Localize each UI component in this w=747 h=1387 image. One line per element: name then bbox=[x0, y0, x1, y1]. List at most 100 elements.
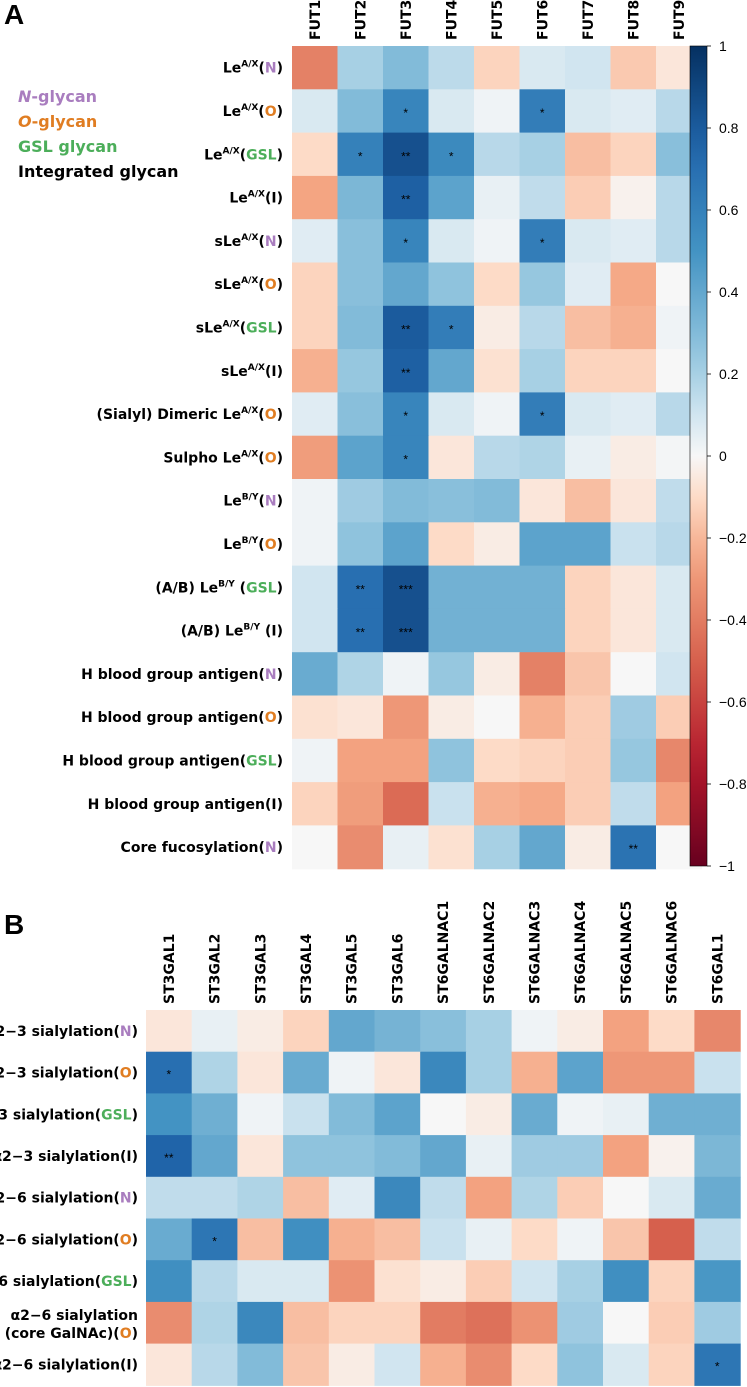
heatmap-cell bbox=[511, 1135, 558, 1178]
heatmap-cell bbox=[694, 1010, 741, 1053]
heatmap-cell bbox=[519, 46, 566, 90]
heatmap-cell bbox=[191, 1260, 238, 1303]
heatmap-cell bbox=[383, 565, 430, 610]
heatmap-cell bbox=[420, 1176, 467, 1220]
heatmap-cell bbox=[610, 738, 657, 783]
heatmap-cell bbox=[337, 262, 384, 307]
heatmap-cell bbox=[146, 1260, 193, 1303]
heatmap-cell bbox=[337, 132, 384, 177]
column-label: ST6GALNAC5 bbox=[619, 901, 635, 1004]
heatmap-cell bbox=[610, 132, 657, 177]
glycan-legend: N-glycan O-glycan GSL glycan Integrated … bbox=[18, 87, 179, 181]
heatmap-cell bbox=[694, 1218, 741, 1261]
heatmap-cell bbox=[603, 1343, 650, 1386]
heatmap-cell bbox=[511, 1051, 558, 1094]
heatmap-cell bbox=[337, 305, 384, 350]
heatmap-cell bbox=[648, 1051, 695, 1094]
heatmap-cell bbox=[292, 435, 339, 480]
heatmap-cell bbox=[511, 1176, 558, 1220]
heatmap-cell bbox=[610, 608, 657, 653]
heatmap-cell bbox=[557, 1051, 604, 1094]
heatmap-cell bbox=[328, 1260, 376, 1303]
heatmap-cell bbox=[474, 89, 521, 134]
heatmap-cell bbox=[374, 1260, 421, 1303]
panel-b-label: B bbox=[4, 909, 24, 940]
heatmap-cell bbox=[328, 1218, 376, 1261]
heatmap-cell bbox=[383, 132, 430, 177]
colorbar-tick-label: 0.4 bbox=[719, 284, 739, 300]
heatmap-cell bbox=[383, 89, 430, 134]
heatmap-cell bbox=[694, 1135, 741, 1178]
heatmap-cell bbox=[511, 1218, 558, 1261]
significance-mark: *** bbox=[399, 582, 413, 596]
heatmap-cell bbox=[565, 522, 612, 567]
row-label: LeB/Y(O) bbox=[223, 536, 283, 553]
heatmap-a: FUT1 FUT2 FUT3 FUT4 FUT5 FUT6 FUT7 FUT8 FUT9 LeA/… bbox=[62, 0, 703, 870]
column-label: ST3GAL4 bbox=[299, 933, 315, 1004]
row-label: (A/B) LeB/Y (I) bbox=[181, 623, 283, 640]
heatmap-cell bbox=[648, 1093, 695, 1136]
heatmap-cell bbox=[603, 1010, 650, 1053]
heatmap-cell bbox=[519, 479, 566, 523]
heatmap-cell bbox=[383, 349, 430, 393]
heatmap-cell bbox=[383, 219, 430, 264]
heatmap-cell bbox=[328, 1301, 376, 1345]
heatmap-cell bbox=[474, 219, 521, 264]
column-label: ST6GALNAC4 bbox=[573, 901, 589, 1004]
significance-mark: * bbox=[212, 1234, 217, 1248]
heatmap-cell bbox=[565, 305, 612, 350]
heatmap-cell bbox=[465, 1260, 513, 1303]
heatmap-cell bbox=[292, 608, 339, 653]
significance-mark: ** bbox=[164, 1151, 174, 1165]
heatmap-cell bbox=[374, 1218, 421, 1261]
heatmap-cell bbox=[383, 262, 430, 307]
legend-gsl-glycan: GSL glycan bbox=[18, 137, 117, 156]
significance-mark: * bbox=[540, 409, 545, 423]
colorbar-tick-label: 1 bbox=[719, 38, 727, 54]
heatmap-cell bbox=[519, 305, 566, 350]
heatmap-cell bbox=[283, 1218, 330, 1261]
heatmap-cell bbox=[519, 522, 566, 567]
heatmap-cell bbox=[428, 132, 475, 177]
column-label: FUT4 bbox=[444, 0, 460, 40]
heatmap-cell bbox=[519, 262, 566, 307]
heatmap-cell bbox=[519, 695, 566, 740]
heatmap-cell bbox=[191, 1051, 238, 1094]
significance-mark: * bbox=[449, 149, 454, 163]
heatmap-cell bbox=[428, 565, 475, 610]
heatmap-cell bbox=[519, 89, 566, 134]
heatmap-cell bbox=[283, 1260, 330, 1303]
heatmap-cell bbox=[428, 392, 475, 437]
heatmap-cell bbox=[328, 1010, 376, 1053]
heatmap-cell bbox=[420, 1343, 467, 1386]
heatmap-cell bbox=[383, 305, 430, 350]
heatmap-cell bbox=[374, 1301, 421, 1345]
heatmap-cell bbox=[283, 1135, 330, 1178]
colorbar-tick-label: −0.8 bbox=[719, 776, 747, 792]
heatmap-cell bbox=[283, 1010, 330, 1053]
heatmap-cell bbox=[610, 695, 657, 740]
heatmap-cell bbox=[191, 1218, 238, 1261]
colorbar-tick-label: −0.2 bbox=[719, 530, 747, 546]
row-label: H blood group antigen(O) bbox=[81, 710, 283, 726]
heatmap-cell bbox=[383, 479, 430, 523]
legend-o-glycan: O-glycan bbox=[18, 112, 97, 131]
heatmap-cell bbox=[610, 522, 657, 567]
heatmap-cell bbox=[474, 479, 521, 523]
significance-mark: ** bbox=[629, 842, 639, 856]
heatmap-cell bbox=[237, 1218, 284, 1261]
heatmap-cell bbox=[603, 1051, 650, 1094]
row-label: H blood group antigen(I) bbox=[88, 797, 283, 813]
column-label: FUT6 bbox=[535, 0, 551, 40]
heatmap-cell bbox=[237, 1051, 284, 1094]
heatmap-cell bbox=[474, 782, 521, 826]
heatmap-cell bbox=[465, 1301, 513, 1345]
heatmap-cell bbox=[292, 825, 339, 870]
heatmap-cell bbox=[519, 825, 566, 870]
heatmap-cell bbox=[565, 825, 612, 870]
significance-mark: ** bbox=[401, 149, 411, 163]
row-label: α2−6 sialylation(O) bbox=[0, 1232, 138, 1248]
heatmap-cell bbox=[474, 738, 521, 783]
significance-mark: * bbox=[403, 452, 408, 466]
heatmap-cell bbox=[519, 782, 566, 826]
